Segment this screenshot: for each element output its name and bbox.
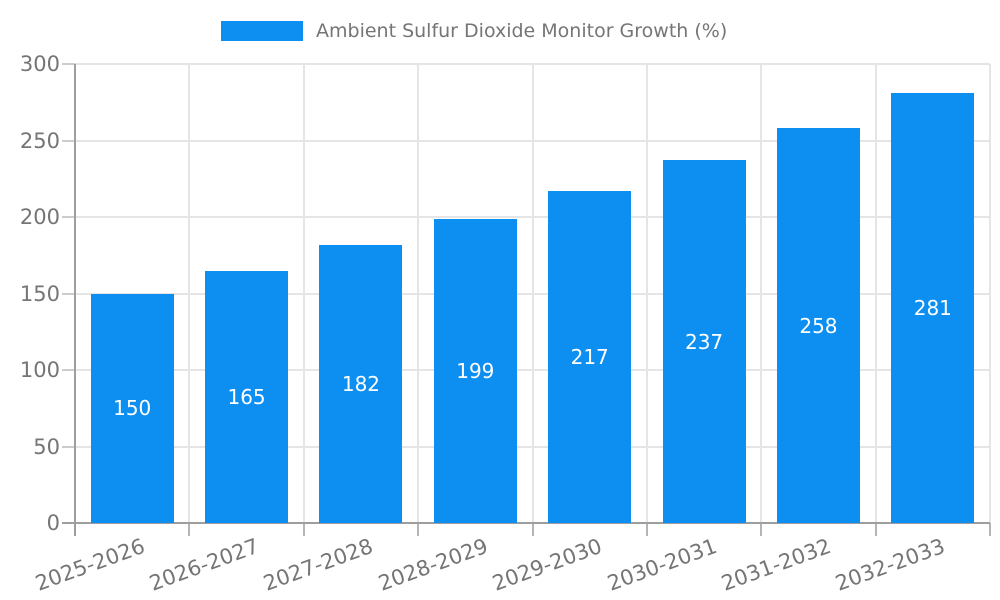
bar-value-label: 150	[113, 396, 152, 421]
y-tick-mark	[62, 369, 75, 371]
bar-value-label: 182	[341, 371, 381, 396]
gridline-vertical	[188, 64, 191, 523]
y-axis-label: 0	[46, 511, 60, 535]
x-axis-label: 2032-2033	[832, 533, 949, 596]
gridline-vertical	[645, 64, 648, 523]
bar	[891, 93, 975, 523]
x-tick-mark	[760, 523, 763, 536]
y-axis-line	[74, 64, 76, 536]
x-tick-mark	[874, 523, 877, 536]
y-axis-label: 50	[33, 434, 60, 459]
x-axis-label: 2027-2028	[260, 533, 377, 596]
x-tick-mark	[188, 523, 191, 536]
gridline-vertical	[874, 64, 877, 523]
x-axis-label: 2030-2031	[603, 533, 720, 596]
x-axis-label: 2028-2029	[375, 533, 491, 596]
x-tick-mark	[531, 523, 534, 536]
bar-value-label: 281	[913, 296, 952, 321]
x-tick-mark	[302, 523, 305, 536]
gridline-vertical	[760, 64, 763, 523]
bar-value-label: 199	[456, 358, 495, 383]
x-axis-label: 2029-2030	[489, 533, 606, 596]
x-tick-mark	[989, 523, 991, 536]
x-axis-label: 2026-2027	[146, 533, 263, 596]
legend-label: Ambient Sulfur Dioxide Monitor Growth (%…	[316, 20, 728, 42]
y-axis-label: 150	[19, 281, 60, 306]
bar-value-label: 237	[684, 329, 724, 354]
bar-value-label: 217	[570, 344, 609, 369]
y-tick-mark	[62, 216, 75, 218]
y-tick-mark	[62, 63, 75, 65]
y-tick-mark	[62, 292, 75, 295]
x-axis-line	[62, 522, 990, 524]
y-axis-label: 300	[19, 52, 60, 76]
y-tick-mark	[62, 445, 75, 448]
bar	[433, 218, 517, 523]
gridline-vertical	[531, 64, 534, 523]
bar	[205, 270, 289, 523]
gridline-vertical	[417, 64, 420, 523]
gridline-vertical	[302, 64, 305, 523]
x-axis-label: 2031-2032	[718, 533, 834, 596]
y-axis-label: 100	[19, 358, 60, 382]
gridline-vertical	[989, 64, 991, 523]
bar	[776, 128, 860, 523]
legend: Ambient Sulfur Dioxide Monitor Growth (%…	[221, 20, 727, 42]
bar	[662, 160, 746, 523]
bar	[319, 244, 403, 523]
bar-value-label: 165	[227, 384, 266, 409]
bar	[90, 293, 174, 523]
x-tick-mark	[645, 523, 648, 536]
x-tick-mark	[417, 523, 420, 536]
x-axis-label: 2025-2026	[31, 533, 148, 596]
legend-swatch	[221, 21, 303, 41]
y-axis-label: 250	[19, 128, 60, 153]
y-tick-mark	[62, 139, 75, 142]
y-axis-label: 200	[19, 205, 60, 229]
bar-value-label: 258	[799, 313, 838, 338]
bar	[548, 190, 632, 523]
